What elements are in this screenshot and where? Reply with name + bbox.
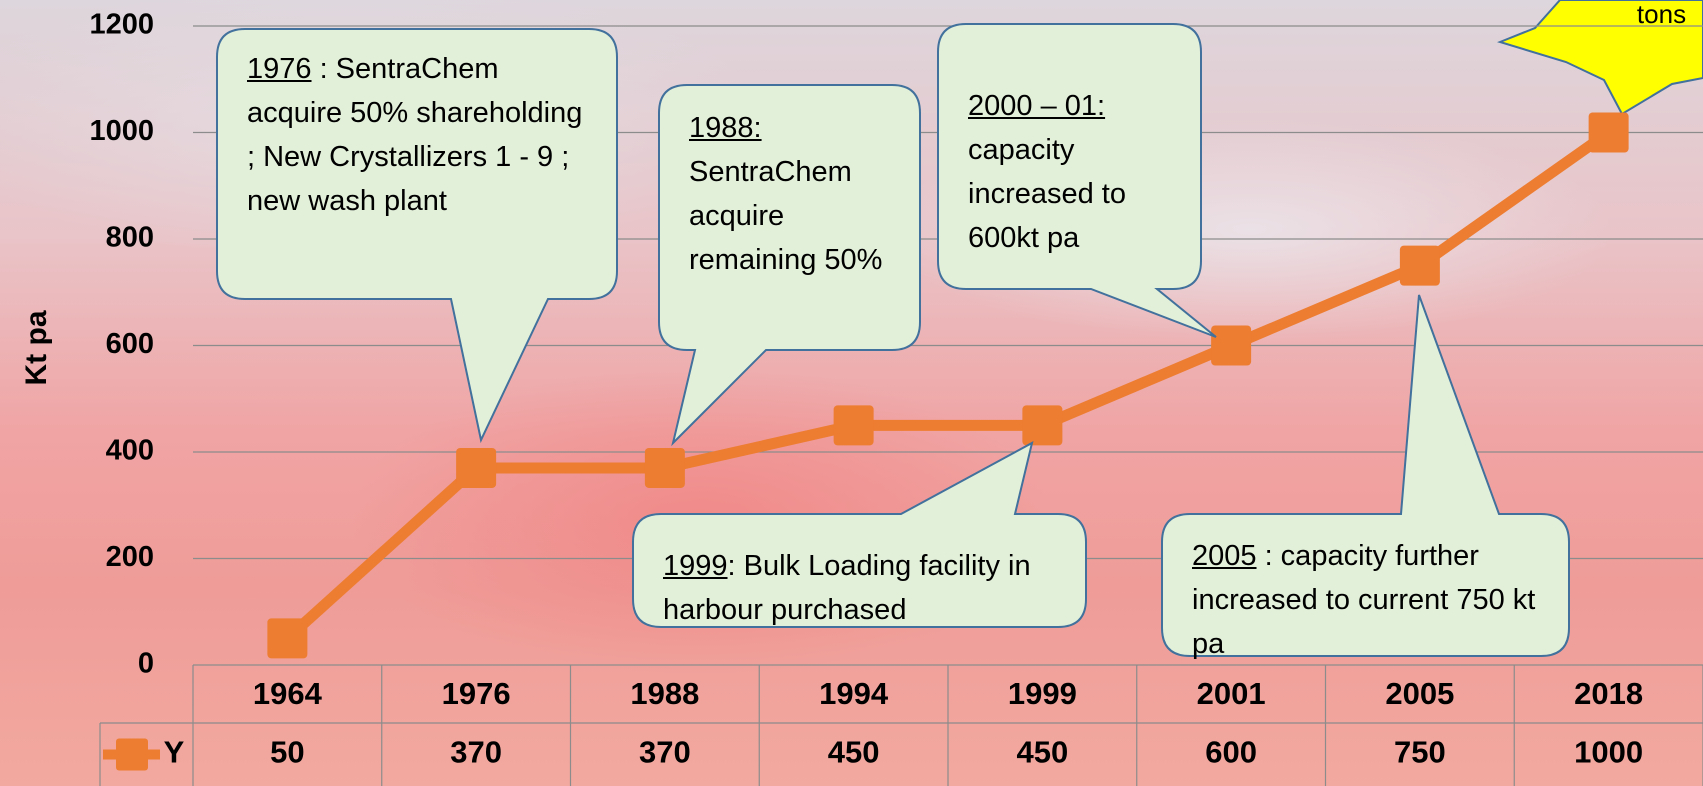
x-tick-label: 1964 <box>253 676 323 711</box>
y-tick-label: 1000 <box>89 115 154 147</box>
point-marker <box>834 405 874 445</box>
table-value: 750 <box>1394 735 1446 770</box>
point-marker <box>1211 326 1251 366</box>
table-value: 450 <box>1017 735 1069 770</box>
point-marker <box>456 448 496 488</box>
callout: 1976 : SentraChem acquire 50% shareholdi… <box>217 29 617 241</box>
y-tick-label: 0 <box>138 648 154 680</box>
table-value: 370 <box>639 735 691 770</box>
table-value: 450 <box>828 735 880 770</box>
point-marker <box>1022 405 1062 445</box>
point-marker <box>267 618 307 658</box>
table-value: 50 <box>270 735 304 770</box>
y-tick-label: 800 <box>106 222 154 254</box>
callout-label: 2000 – 01: <box>968 84 1171 128</box>
table-value: 370 <box>450 735 502 770</box>
callout: 1988: SentraChem acquire remaining 50% <box>659 88 920 300</box>
y-tick-label: 400 <box>106 435 154 467</box>
point-marker <box>645 448 685 488</box>
callout-label: 1988: <box>689 106 890 150</box>
y-axis-label: Kt pa <box>20 310 53 385</box>
point-marker <box>1400 246 1440 286</box>
legend-marker <box>116 739 148 771</box>
callout: 2000 – 01: capacity increased to 600kt pa <box>938 66 1201 278</box>
y-tick-label: 200 <box>106 541 154 573</box>
callout-text: capacity increased to 600kt pa <box>968 134 1126 254</box>
y-tick-label: 1200 <box>89 9 154 41</box>
callout-label: 2005 <box>1192 540 1257 572</box>
y-tick-label: 600 <box>106 328 154 360</box>
table-value: 1000 <box>1574 735 1643 770</box>
x-tick-label: 1994 <box>819 676 889 711</box>
callout-label: 1976 <box>247 53 312 85</box>
star-text: tons <box>1620 0 1703 36</box>
x-tick-label: 1999 <box>1008 676 1077 711</box>
callout-label: 1999 <box>663 550 728 582</box>
x-tick-label: 1988 <box>630 676 699 711</box>
legend-label: Y <box>164 735 185 770</box>
callout: 2005 : capacity further increased to cur… <box>1162 520 1569 684</box>
chart-page: Kt pa 0 200 400 600 800 1000 1200 1964 1976 1988 1… <box>0 0 1703 786</box>
point-marker <box>1589 113 1629 153</box>
x-tick-label: 2018 <box>1574 676 1643 711</box>
callout-text: SentraChem acquire remaining 50% <box>689 156 882 276</box>
x-tick-label: 1976 <box>442 676 511 711</box>
table-value: 600 <box>1205 735 1257 770</box>
callout: 1999: Bulk Loading facility in harbour p… <box>633 526 1086 650</box>
